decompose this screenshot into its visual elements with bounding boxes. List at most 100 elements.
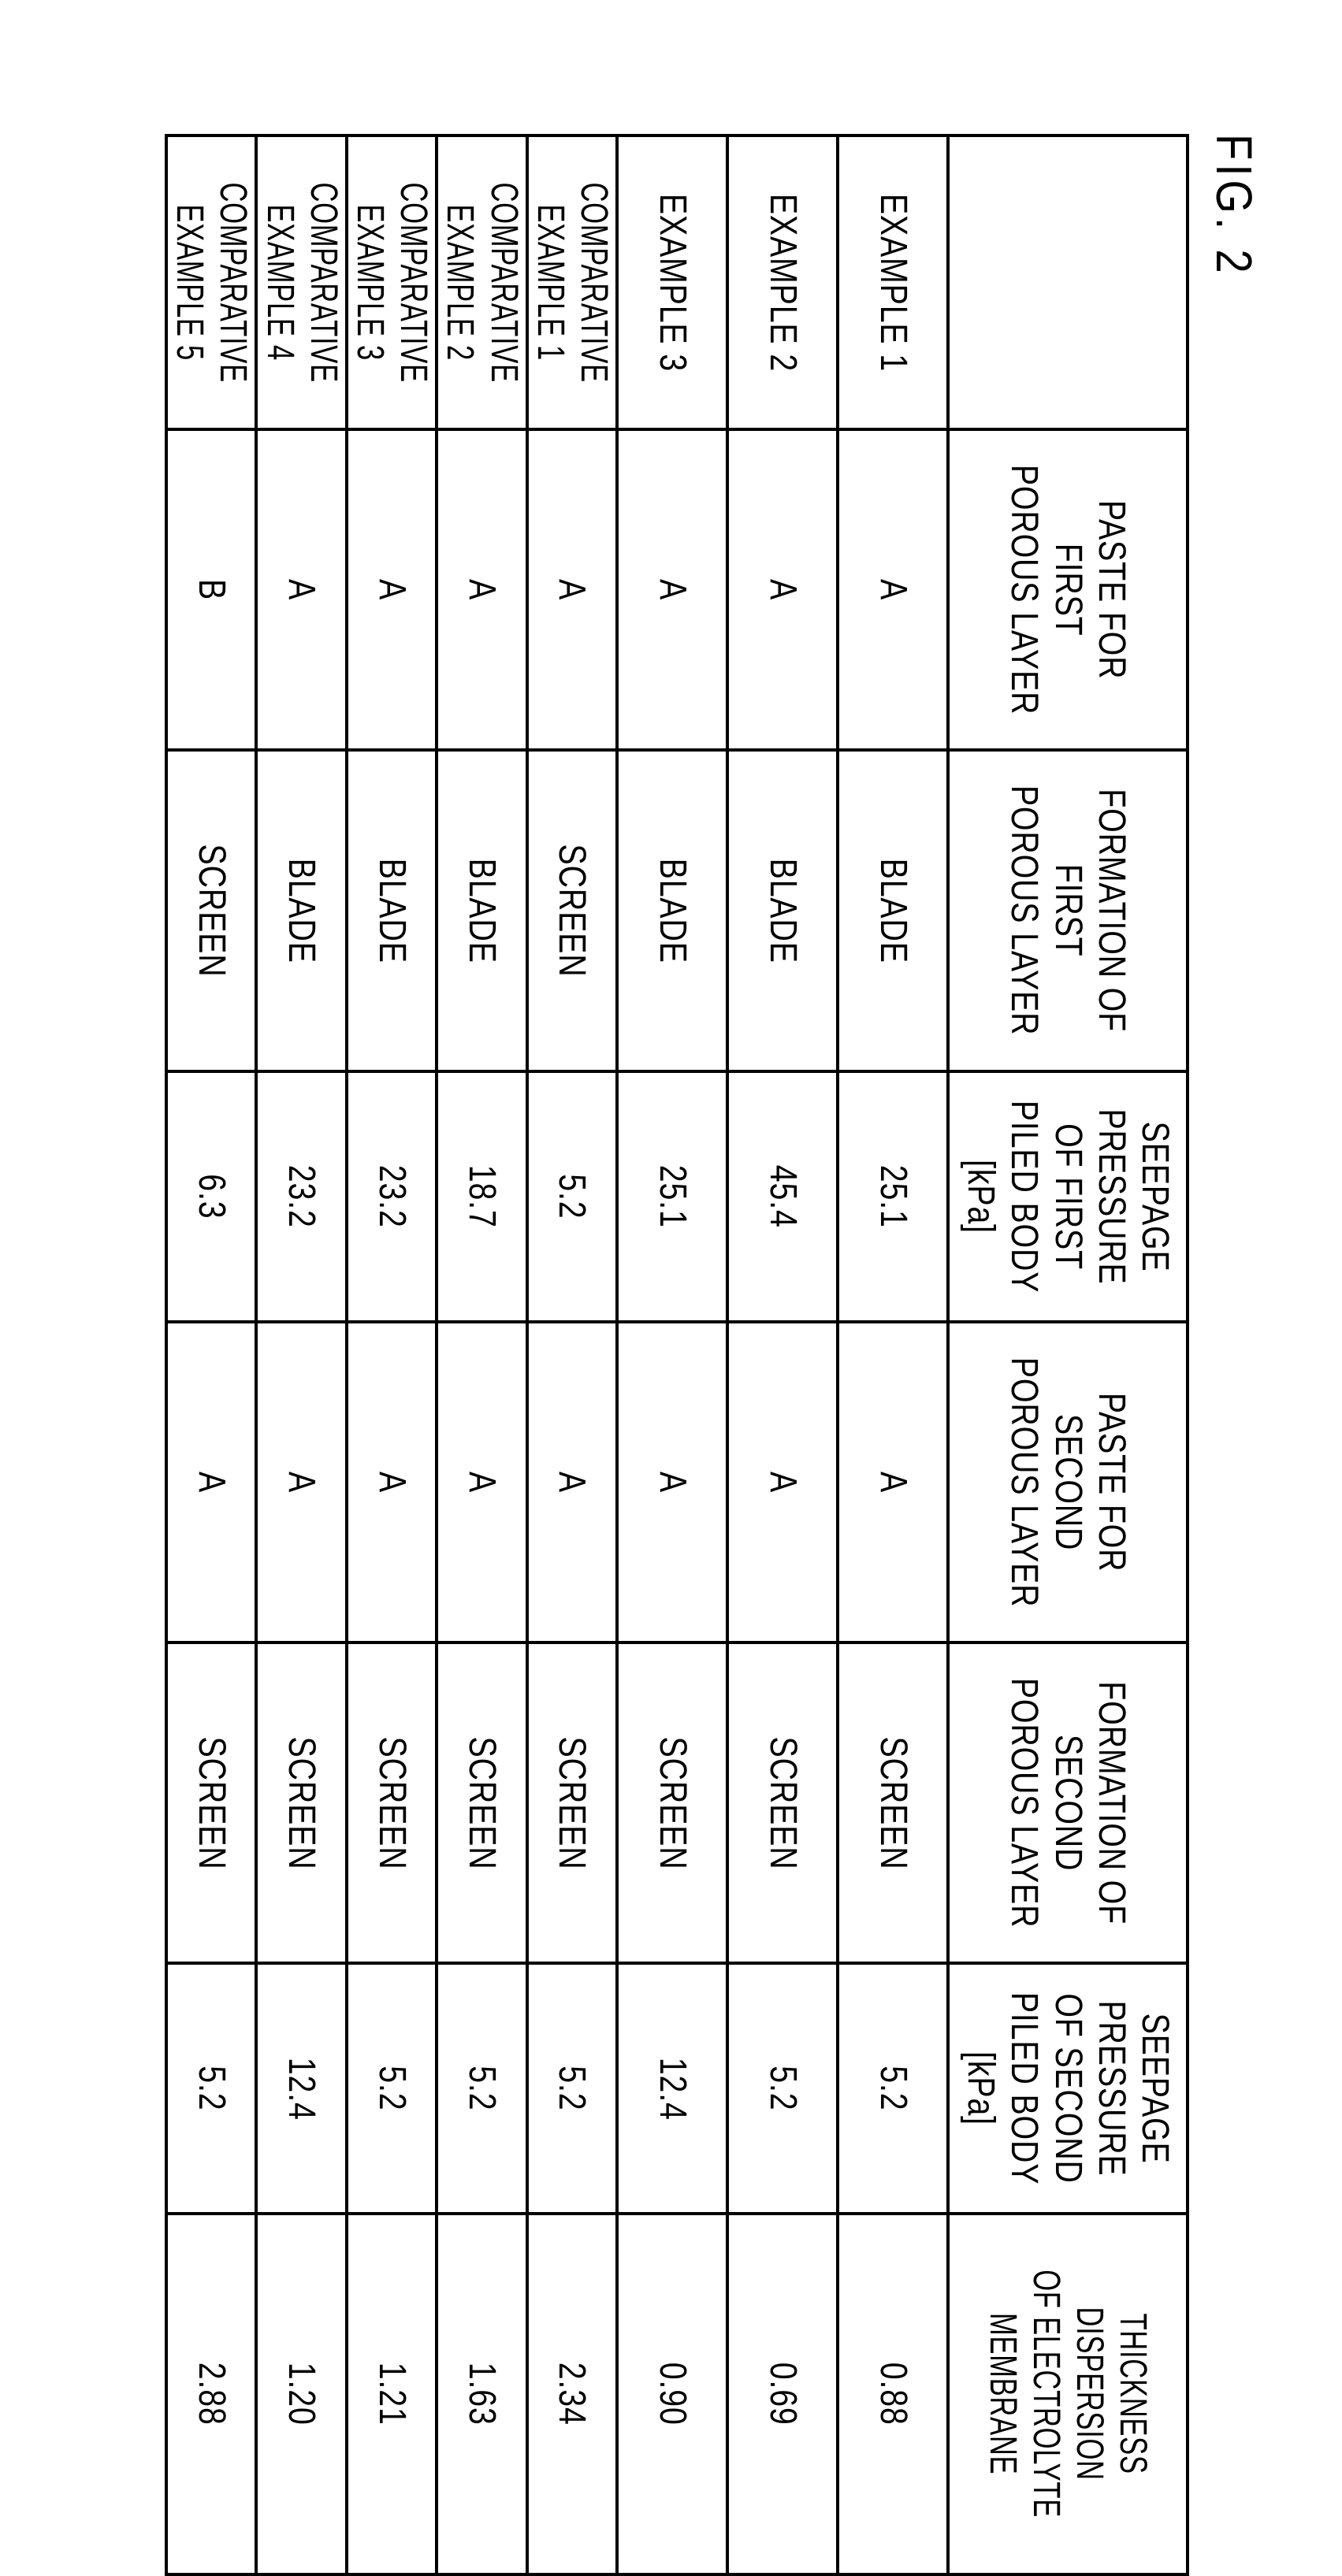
table-cell: B [166, 429, 256, 750]
figure-label: FIG. 2 [1205, 134, 1263, 1966]
table-cell-text: SCREEN [370, 1736, 413, 1869]
col-header-7: THICKNESSDISPERSIONOF ELECTROLYTEMEMBRAN… [948, 2214, 1188, 2574]
table-cell-text: SCREEN [760, 1736, 804, 1869]
table-cell: A [437, 1322, 526, 1642]
table-cell-text: SCREEN [460, 1736, 504, 1869]
table-cell: A [347, 429, 437, 750]
table-cell-text: A [550, 1472, 593, 1493]
table-cell: BLADE [838, 750, 948, 1071]
col-header-3-text: SEEPAGEPRESSUREOF FIRSTPILED BODY[kPa] [959, 1101, 1177, 1293]
row-label-text: COMPARATIVEEXAMPLE 2 [438, 182, 525, 382]
row-label: COMPARATIVEEXAMPLE 2 [437, 135, 526, 429]
table-cell: BLADE [727, 750, 838, 1071]
col-header-4-text: PASTE FORSECONDPOROUS LAYER [1002, 1357, 1133, 1608]
row-label: COMPARATIVEEXAMPLE 4 [257, 135, 347, 429]
table-cell: 1.21 [347, 2214, 437, 2574]
table-row: COMPARATIVEEXAMPLE 4ABLADE23.2ASCREEN12.… [257, 135, 347, 2574]
col-header-6: SEEPAGEPRESSUREOF SECONDPILED BODY[kPa] [948, 1963, 1188, 2214]
col-header-1: PASTE FORFIRSTPOROUS LAYER [948, 429, 1188, 750]
table-cell: 0.90 [617, 2214, 727, 2574]
table-cell: BLADE [437, 750, 526, 1071]
table-cell: A [838, 1322, 948, 1642]
row-label-text: COMPARATIVEEXAMPLE 4 [258, 182, 345, 382]
table-cell-text: SCREEN [280, 1736, 323, 1869]
table-cell-text: 5.2 [190, 2066, 233, 2111]
table-cell-text: SCREEN [871, 1736, 914, 1869]
table-cell-text: A [460, 1472, 504, 1493]
table-cell: A [838, 429, 948, 750]
col-header-0 [948, 135, 1188, 429]
rotated-content: FIG. 2 PASTE FORFIRSTPOROUS LAYER FORMAT… [47, 47, 1295, 2290]
table-cell-text: A [760, 1472, 804, 1493]
table-cell-text: A [280, 1472, 323, 1493]
data-table: PASTE FORFIRSTPOROUS LAYER FORMATION OFF… [165, 134, 1189, 2576]
table-cell-text: 25.1 [650, 1165, 693, 1228]
table-row: EXAMPLE 3ABLADE25.1ASCREEN12.40.90 [617, 135, 727, 2574]
table-row: EXAMPLE 2ABLADE45.4ASCREEN5.20.69 [727, 135, 838, 2574]
col-header-5-text: FORMATION OFSECONDPOROUS LAYER [1002, 1678, 1133, 1928]
col-header-2: FORMATION OFFIRSTPOROUS LAYER [948, 750, 1188, 1071]
table-cell: 5.2 [727, 1963, 838, 2214]
table-cell: 6.3 [166, 1071, 256, 1322]
table-cell-text: B [190, 579, 233, 600]
table-cell: 5.2 [838, 1963, 948, 2214]
row-label: COMPARATIVEEXAMPLE 1 [527, 135, 617, 429]
table-cell: A [347, 1322, 437, 1642]
row-label: COMPARATIVEEXAMPLE 3 [347, 135, 437, 429]
table-cell: 2.88 [166, 2214, 256, 2574]
table-cell-text: 2.88 [190, 2363, 233, 2426]
table-cell: SCREEN [838, 1642, 948, 1963]
table-cell-text: A [550, 579, 593, 600]
table-cell-text: A [190, 1472, 233, 1493]
col-header-5: FORMATION OFSECONDPOROUS LAYER [948, 1642, 1188, 1963]
table-row: COMPARATIVEEXAMPLE 3 A BLADE 23.2 A SCREEN 5.2… [347, 135, 437, 2574]
table-cell: A [257, 429, 347, 750]
table-cell-text: BLADE [460, 859, 504, 963]
table-header-row: PASTE FORFIRSTPOROUS LAYER FORMATION OFF… [948, 135, 1188, 2574]
table-cell-text: 0.88 [871, 2363, 914, 2426]
table-cell: A [437, 429, 526, 750]
table-cell: SCREEN [727, 1642, 838, 1963]
table-cell: 18.7 [437, 1071, 526, 1322]
table-cell-text: 18.7 [460, 1165, 504, 1228]
table-cell-text: SCREEN [190, 1736, 233, 1869]
table-cell-text: BLADE [370, 859, 413, 963]
table-cell-text: 0.90 [650, 2363, 693, 2426]
table-cell: 5.2 [527, 1071, 617, 1322]
table-cell-text: A [760, 579, 804, 600]
row-label-text: EXAMPLE 2 [760, 194, 804, 372]
table-cell: SCREEN [257, 1642, 347, 1963]
table-cell-text: 5.2 [370, 2066, 413, 2111]
col-header-6-text: SEEPAGEPRESSUREOF SECONDPILED BODY[kPa] [959, 1992, 1177, 2184]
table-row: EXAMPLE 1ABLADE25.1ASCREEN5.20.88 [838, 135, 948, 2574]
row-label-text: EXAMPLE 3 [650, 194, 693, 372]
table-cell-text: 23.2 [370, 1165, 413, 1228]
table-cell: A [727, 429, 838, 750]
table-cell-text: A [650, 579, 693, 600]
table-cell: 1.63 [437, 2214, 526, 2574]
table-cell: 5.2 [527, 1963, 617, 2214]
table-cell-text: A [280, 579, 323, 600]
table-cell: SCREEN [166, 1642, 256, 1963]
table-cell: A [166, 1322, 256, 1642]
table-cell-text: 0.69 [760, 2363, 804, 2426]
table-cell: 1.20 [257, 2214, 347, 2574]
table-cell-text: A [871, 579, 914, 600]
row-label-text: COMPARATIVEEXAMPLE 5 [168, 182, 255, 382]
table-cell: 12.4 [617, 1963, 727, 2214]
table-cell: A [257, 1322, 347, 1642]
table-cell-text: 23.2 [280, 1165, 323, 1228]
table-row: COMPARATIVEEXAMPLE 2ABLADE18.7ASCREEN5.2… [437, 135, 526, 2574]
row-label-text: COMPARATIVEEXAMPLE 3 [348, 182, 435, 382]
table-cell: 23.2 [257, 1071, 347, 1322]
table-cell: A [527, 429, 617, 750]
table-cell: BLADE [347, 750, 437, 1071]
table-cell: SCREEN [617, 1642, 727, 1963]
table-cell-text: 25.1 [871, 1165, 914, 1228]
table-cell: A [727, 1322, 838, 1642]
table-cell-text: BLADE [871, 859, 914, 963]
table-cell-text: A [370, 579, 413, 600]
table-cell-text: 1.20 [280, 2363, 323, 2426]
table-cell-text: 5.2 [550, 2066, 593, 2111]
table-row: COMPARATIVEEXAMPLE 5BSCREEN6.3ASCREEN5.2… [166, 135, 256, 2574]
